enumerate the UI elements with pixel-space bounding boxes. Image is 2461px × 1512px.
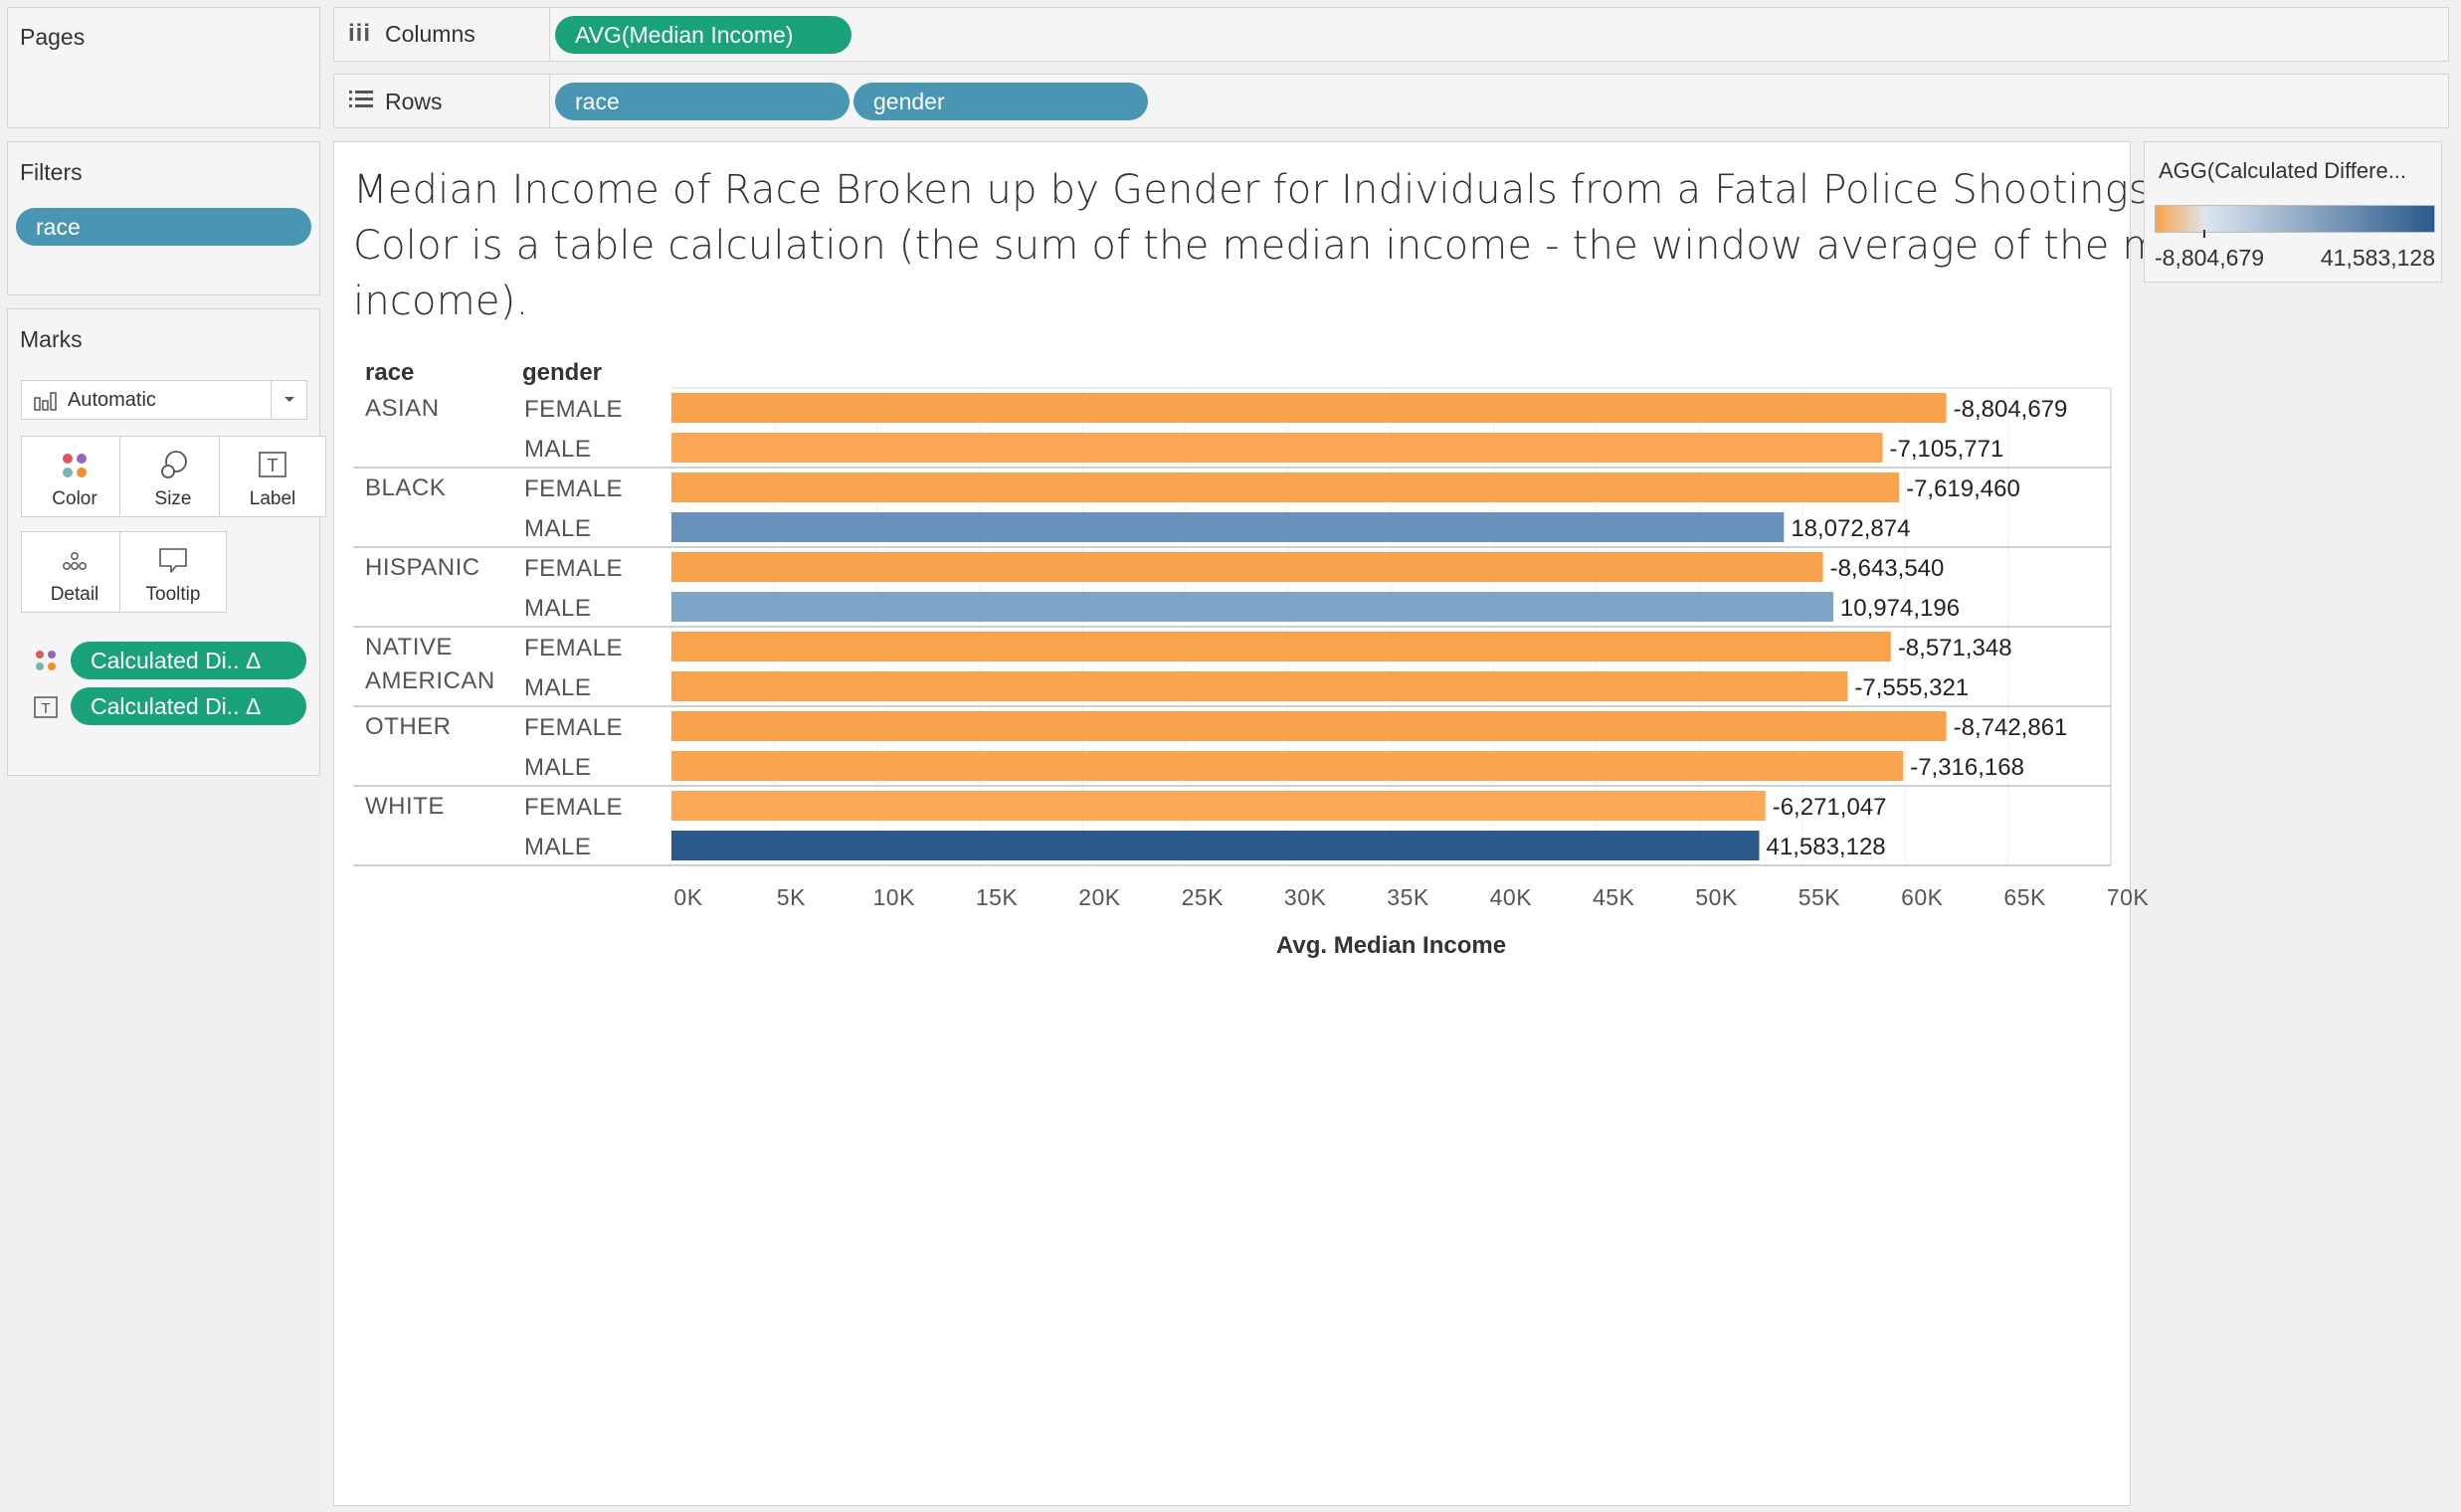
label-field-icon: T — [33, 694, 59, 725]
rows-shelf[interactable]: Rows race gender — [333, 74, 2449, 128]
color-icon — [22, 449, 127, 482]
chart-title-line-2: Color is a table calculation (the sum of… — [353, 223, 2273, 269]
mark-type-label: Automatic — [68, 389, 156, 411]
legend-title: AGG(Calculated Differe... — [2159, 158, 2407, 183]
detail-icon — [22, 544, 127, 578]
size-button[interactable]: Size — [119, 436, 227, 517]
color-legend[interactable]: AGG(Calculated Differe... -8,804,679 41,… — [2144, 141, 2442, 283]
color-button-label: Color — [52, 488, 97, 509]
legend-zero-tick — [2203, 230, 2205, 238]
chart-title-line-1: Median Income of Race Broken up by Gende… — [353, 167, 2163, 213]
marks-panel: Marks Automatic Color Size T Label — [7, 308, 326, 776]
columns-label: Columns — [385, 21, 475, 47]
columns-shelf[interactable]: iii Columns AVG(Median Income) — [333, 7, 2449, 62]
size-icon — [120, 449, 226, 482]
legend-gradient — [2155, 205, 2435, 233]
tooltip-button[interactable]: Tooltip — [119, 531, 227, 613]
marks-color-field-pill[interactable]: Calculated Di.. Δ — [71, 642, 306, 679]
columns-pill-avg-median-income[interactable]: AVG(Median Income) — [555, 16, 852, 54]
bar-chart-icon — [34, 389, 62, 416]
filter-pill-race[interactable]: race — [16, 208, 311, 246]
shelf-divider — [549, 75, 550, 127]
detail-button-label: Detail — [50, 584, 99, 605]
rows-label: Rows — [385, 89, 443, 114]
marks-label-field-pill[interactable]: Calculated Di.. Δ — [71, 687, 306, 725]
color-field-icon — [33, 648, 59, 678]
label-icon: T — [220, 449, 325, 482]
legend-max-label: 41,583,128 — [2320, 245, 2435, 271]
mark-type-dropdown[interactable]: Automatic — [21, 380, 307, 420]
rows-pill-gender[interactable]: gender — [853, 83, 1148, 120]
dropdown-divider — [271, 381, 272, 419]
tooltip-icon — [120, 544, 226, 578]
pages-title: Pages — [20, 24, 86, 50]
shelf-divider — [549, 8, 550, 61]
size-button-label: Size — [154, 488, 192, 509]
chart-area — [333, 141, 2131, 1506]
svg-text:T: T — [41, 700, 50, 717]
chart-title-line-3: income). — [353, 279, 529, 324]
pages-panel: Pages — [7, 7, 320, 128]
columns-icon: iii — [348, 20, 372, 47]
marks-title: Marks — [20, 326, 83, 352]
filters-panel: Filters race — [7, 141, 320, 295]
tooltip-button-label: Tooltip — [145, 584, 201, 605]
rows-pill-race[interactable]: race — [555, 83, 850, 120]
label-button[interactable]: T Label — [219, 436, 326, 517]
svg-text:T: T — [268, 456, 279, 475]
legend-min-label: -8,804,679 — [2155, 245, 2264, 271]
detail-button[interactable]: Detail — [21, 531, 128, 613]
label-button-label: Label — [249, 488, 296, 509]
rows-icon — [348, 87, 374, 112]
chevron-down-icon — [282, 391, 297, 412]
filters-title: Filters — [20, 159, 83, 185]
color-button[interactable]: Color — [21, 436, 128, 517]
